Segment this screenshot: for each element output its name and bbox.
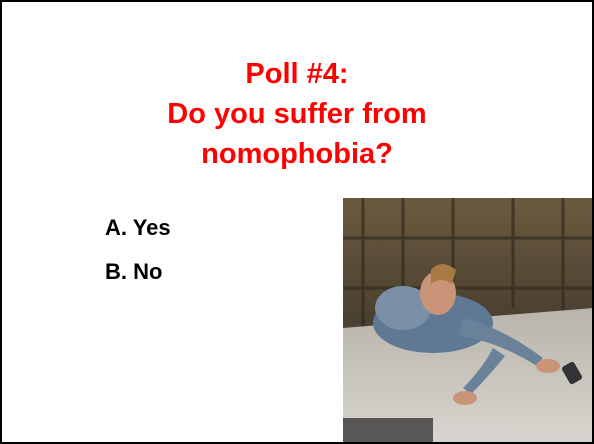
slide: Poll #4: Do you suffer from nomophobia? … bbox=[0, 0, 594, 444]
title-line: nomophobia? bbox=[2, 134, 592, 174]
poll-option: B. No bbox=[105, 250, 171, 294]
poll-options: A. Yes B. No bbox=[105, 206, 171, 294]
slide-title: Poll #4: Do you suffer from nomophobia? bbox=[2, 54, 592, 174]
photo bbox=[343, 198, 594, 444]
title-line: Do you suffer from bbox=[2, 94, 592, 134]
poll-option: A. Yes bbox=[105, 206, 171, 250]
title-line: Poll #4: bbox=[2, 54, 592, 94]
